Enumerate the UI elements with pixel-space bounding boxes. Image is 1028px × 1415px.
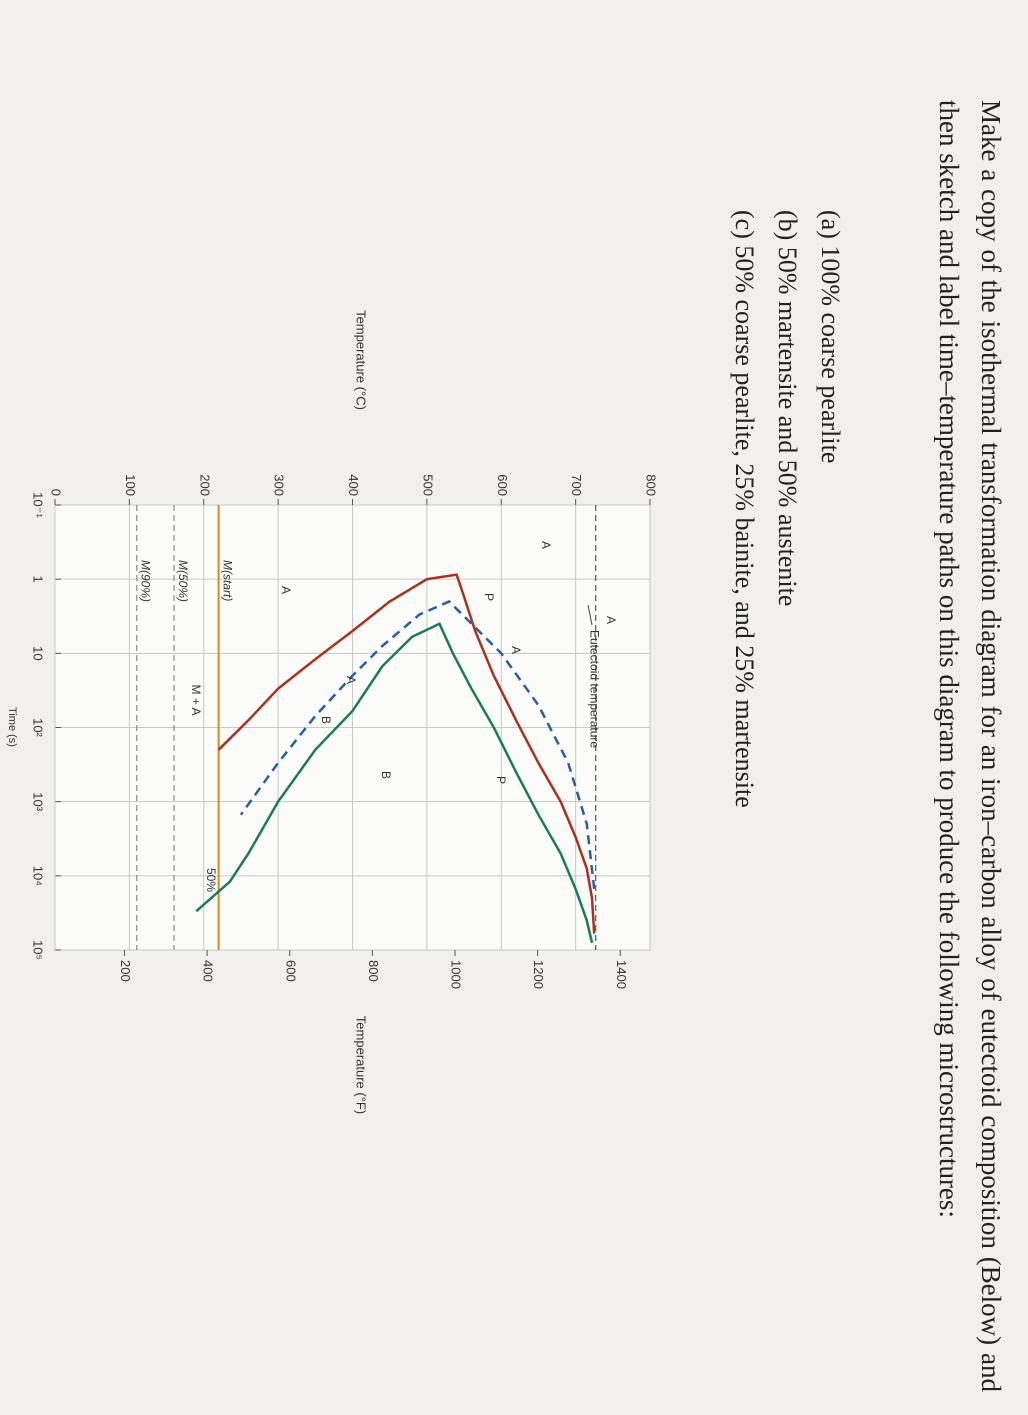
y-tick-label: 500 (420, 474, 435, 496)
reference-label: M(90%) (139, 560, 153, 602)
y-axis-title: Temperature (°C) (354, 310, 369, 410)
y2-tick-label: 1200 (531, 960, 546, 989)
annotation: M + A (189, 684, 203, 715)
y2-tick-label: 1400 (614, 960, 629, 989)
reference-label: M(start) (220, 560, 234, 601)
annotation: A (539, 541, 553, 549)
annotation: A (604, 616, 618, 624)
x-tick-label: 10⁵ (31, 940, 46, 960)
annotation: A (509, 646, 523, 654)
y-tick-label: 800 (644, 474, 659, 496)
y-tick-label: 0 (49, 489, 64, 496)
annotation: A (279, 586, 293, 594)
y-tick-label: 100 (123, 474, 138, 496)
arrow (587, 604, 593, 626)
x-tick-label: 1 (31, 576, 46, 583)
annotation: B (319, 716, 333, 724)
y-tick-label: 600 (495, 474, 510, 496)
y2-tick-label: 200 (118, 960, 133, 982)
y-tick-label: 300 (272, 474, 287, 496)
x-axis-title: Time (s) (6, 707, 18, 747)
annotation: A (344, 676, 358, 684)
curve (217, 573, 596, 934)
x-tick-label: 10 (31, 646, 46, 660)
reference-label: Eutectoid temperature (588, 630, 602, 748)
x-tick-label: 10² (31, 718, 46, 737)
annotation: P (482, 593, 496, 601)
x-tick-label: 10⁻¹ (31, 492, 46, 518)
y-tick-label: 400 (346, 474, 361, 496)
annotation: B (379, 771, 393, 779)
x-tick-label: 10⁴ (31, 866, 46, 886)
y2-tick-label: 1000 (449, 960, 464, 989)
curve (239, 600, 596, 890)
annotation: P (494, 776, 508, 784)
curve (195, 622, 594, 944)
y2-tick-label: 800 (366, 960, 381, 982)
y2-tick-label: 600 (283, 960, 298, 982)
annotation: 50% (204, 868, 218, 892)
x-tick-label: 10³ (31, 792, 46, 811)
reference-label: M(50%) (176, 560, 190, 602)
y2-tick-label: 400 (201, 960, 216, 982)
y-tick-label: 200 (197, 474, 212, 496)
y-tick-label: 700 (569, 474, 584, 496)
y2-axis-title: Temperature (°F) (354, 1016, 369, 1114)
